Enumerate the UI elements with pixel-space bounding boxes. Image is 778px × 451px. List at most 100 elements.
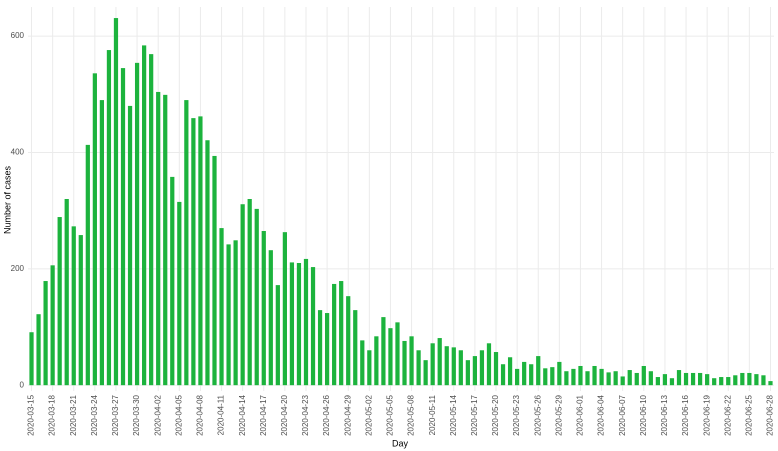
bar <box>486 343 492 386</box>
bar <box>402 340 407 386</box>
bar <box>634 372 639 386</box>
y-tick-label: 0 <box>20 380 25 389</box>
bar <box>416 350 421 386</box>
x-tick-label: 2020-06-19 <box>702 394 711 435</box>
bar <box>472 356 478 386</box>
bar <box>353 310 358 386</box>
bar <box>332 283 337 386</box>
bar <box>726 377 731 386</box>
bar <box>740 372 745 386</box>
bar <box>571 368 576 386</box>
bar <box>564 371 569 386</box>
bar <box>543 368 548 386</box>
bar <box>522 361 527 386</box>
x-tick-label: 2020-04-17 <box>259 394 268 435</box>
bar <box>120 68 126 386</box>
bar <box>296 263 302 386</box>
bar <box>409 336 414 386</box>
bar <box>324 313 330 386</box>
bar <box>317 310 323 386</box>
bar <box>381 317 386 386</box>
bar <box>205 140 210 386</box>
x-tick-label: 2020-06-28 <box>766 394 775 435</box>
bar <box>92 73 97 386</box>
x-tick-label: 2020-03-24 <box>90 394 99 435</box>
bar <box>395 322 400 386</box>
bar <box>57 217 62 386</box>
bar <box>163 94 168 386</box>
x-tick-label: 2020-05-11 <box>428 394 437 435</box>
bar <box>430 343 435 386</box>
bar <box>493 352 499 386</box>
bar <box>289 262 295 386</box>
bar <box>507 357 513 386</box>
bar <box>458 350 463 386</box>
x-tick-label: 2020-05-29 <box>554 394 563 435</box>
x-tick-label: 2020-05-02 <box>364 394 373 435</box>
bar <box>367 350 372 386</box>
bar <box>648 371 653 386</box>
y-tick-label: 600 <box>11 31 25 40</box>
x-tick-label: 2020-05-14 <box>449 394 458 435</box>
bar <box>479 350 485 386</box>
bar <box>423 360 428 386</box>
bar <box>142 45 147 386</box>
bar <box>149 54 154 386</box>
bar <box>550 367 555 386</box>
bar <box>268 250 273 386</box>
bar <box>578 365 583 386</box>
x-tick-label: 2020-06-25 <box>744 394 753 435</box>
bar <box>134 62 140 386</box>
x-tick-label: 2020-04-02 <box>153 394 162 435</box>
x-tick-label: 2020-06-07 <box>618 394 627 435</box>
bar <box>620 376 625 386</box>
x-tick-label: 2020-04-23 <box>301 394 310 435</box>
bar <box>170 176 175 386</box>
bar <box>669 378 675 386</box>
bar <box>339 281 344 386</box>
bar <box>683 372 689 386</box>
bar <box>627 370 632 386</box>
x-tick-label: 2020-04-08 <box>196 394 205 435</box>
x-tick-label: 2020-06-13 <box>660 394 669 435</box>
x-tick-label: 2020-03-15 <box>27 394 36 435</box>
bar <box>64 199 69 386</box>
y-tick-label: 400 <box>11 148 25 157</box>
x-tick-label: 2020-03-18 <box>48 394 57 435</box>
bar <box>219 228 224 386</box>
x-tick-label: 2020-05-17 <box>470 394 479 435</box>
bar <box>374 336 379 386</box>
bar <box>536 356 541 386</box>
bar <box>240 204 245 386</box>
bar <box>444 346 449 386</box>
x-tick-label: 2020-03-21 <box>69 394 78 435</box>
bar <box>50 265 55 386</box>
x-tick-label: 2020-05-26 <box>533 394 542 435</box>
bar <box>78 235 83 386</box>
bar <box>310 267 316 386</box>
x-tick-label: 2020-06-22 <box>723 394 732 435</box>
bar <box>690 372 696 386</box>
bar <box>254 208 259 386</box>
bar <box>662 374 668 386</box>
x-tick-label: 2020-06-16 <box>681 394 690 435</box>
x-axis-title: Day <box>392 438 409 448</box>
x-tick-label: 2020-03-27 <box>111 394 120 435</box>
bar <box>212 155 217 386</box>
x-tick-label: 2020-05-05 <box>386 394 395 435</box>
bar <box>156 91 161 386</box>
bar <box>712 378 717 386</box>
bar <box>733 375 738 386</box>
bar <box>106 50 112 386</box>
x-tick-label: 2020-04-29 <box>343 394 352 435</box>
bar <box>768 381 773 386</box>
bar <box>184 100 189 386</box>
bar <box>676 370 682 386</box>
bar <box>360 340 365 386</box>
x-tick-label: 2020-05-08 <box>407 394 416 435</box>
y-axis-title: Number of cases <box>2 165 12 234</box>
bar <box>500 364 506 386</box>
bar <box>282 232 287 386</box>
bar <box>705 374 710 386</box>
